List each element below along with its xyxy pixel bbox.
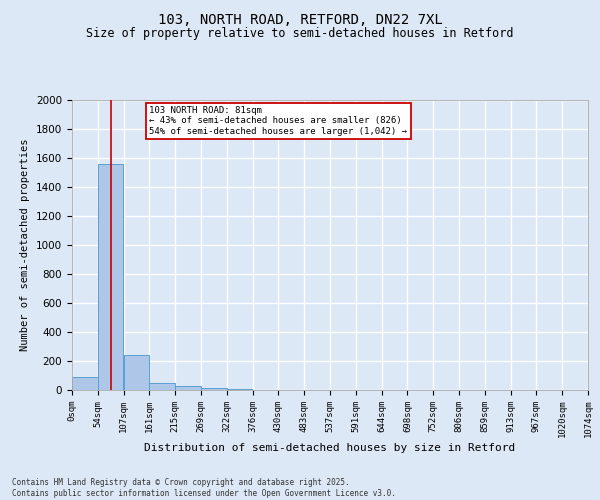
X-axis label: Distribution of semi-detached houses by size in Retford: Distribution of semi-detached houses by …: [145, 443, 515, 453]
Text: Size of property relative to semi-detached houses in Retford: Size of property relative to semi-detach…: [86, 28, 514, 40]
Text: 103 NORTH ROAD: 81sqm
← 43% of semi-detached houses are smaller (826)
54% of sem: 103 NORTH ROAD: 81sqm ← 43% of semi-deta…: [149, 106, 407, 136]
Bar: [175, 386, 201, 390]
Y-axis label: Number of semi-detached properties: Number of semi-detached properties: [20, 138, 31, 352]
Bar: [124, 355, 149, 390]
Bar: [201, 388, 227, 390]
Bar: [72, 377, 98, 390]
Bar: [149, 383, 175, 390]
Bar: [98, 164, 124, 390]
Text: Contains HM Land Registry data © Crown copyright and database right 2025.
Contai: Contains HM Land Registry data © Crown c…: [12, 478, 396, 498]
Text: 103, NORTH ROAD, RETFORD, DN22 7XL: 103, NORTH ROAD, RETFORD, DN22 7XL: [158, 12, 442, 26]
